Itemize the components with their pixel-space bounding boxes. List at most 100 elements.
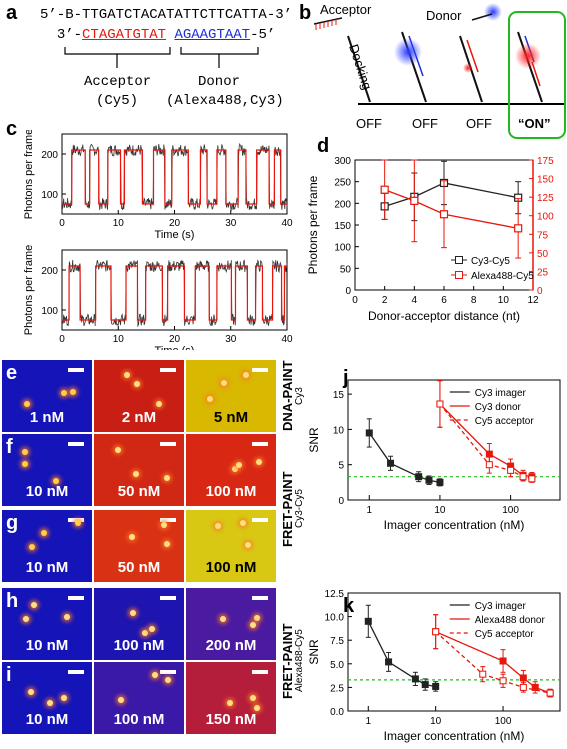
single-molecule-spot bbox=[256, 458, 263, 465]
concentration-label: 1 nM bbox=[29, 409, 65, 426]
panel-k-chart: 0.0 2.5 5.0 7.5 10.0 12.5 1 10 100 Imager concent… bbox=[307, 589, 561, 743]
panel-label-k: k bbox=[343, 595, 355, 617]
free-donor-dye bbox=[484, 3, 502, 21]
row-label-2: FRET-PAINT bbox=[280, 471, 295, 547]
y-tick-label: 5.0 bbox=[330, 660, 344, 671]
scale-bar bbox=[68, 368, 84, 372]
data-point bbox=[436, 400, 444, 408]
x-axis-label: Imager concentration (nM) bbox=[384, 518, 525, 532]
single-molecule-spot bbox=[245, 542, 252, 549]
single-molecule-spot bbox=[240, 520, 247, 527]
x-tick-label: 0 bbox=[59, 218, 65, 229]
y-tick-label: 0 bbox=[338, 496, 344, 507]
panel-label-d: d bbox=[317, 135, 330, 157]
x-tick-label: 0 bbox=[352, 295, 358, 306]
y-tick-label: 12.5 bbox=[325, 589, 345, 600]
legend-label: Alexa488-Cy5 bbox=[471, 271, 534, 282]
free-acceptor-strand bbox=[313, 17, 343, 30]
panel-d-chart: 0 2 4 6 8 10 120501001502002503000255075100125… bbox=[306, 156, 554, 323]
hmm-fit-trace-1 bbox=[62, 149, 287, 205]
x-tick-label: 20 bbox=[169, 334, 181, 345]
scale-bar bbox=[160, 670, 176, 674]
single-molecule-spot bbox=[22, 461, 29, 468]
x-tick-label: 20 bbox=[169, 218, 181, 229]
single-molecule-spot bbox=[117, 696, 124, 703]
single-molecule-spot bbox=[227, 699, 234, 706]
x-tick-label: 10 bbox=[498, 295, 510, 306]
plot-frame bbox=[347, 379, 561, 501]
row-label-3: FRET-PAINT bbox=[280, 623, 295, 699]
single-molecule-spot bbox=[31, 602, 38, 609]
single-molecule-spot bbox=[249, 694, 256, 701]
data-point bbox=[519, 683, 527, 691]
concentration-label: 10 nM bbox=[25, 483, 69, 500]
microscopy-image-e-2: 2 nM bbox=[94, 360, 184, 432]
scale-bar bbox=[160, 368, 176, 372]
single-molecule-spot bbox=[75, 520, 82, 527]
series-line-Alexa488-Cy5 bbox=[384, 189, 519, 229]
single-molecule-spot bbox=[124, 371, 131, 378]
legend-marker bbox=[455, 256, 463, 264]
bottom-prefix: 3’- bbox=[56, 27, 83, 43]
y-tick-label-left: 200 bbox=[334, 199, 351, 210]
y-axis-label: SNR bbox=[307, 427, 321, 453]
concentration-label: 10 nM bbox=[25, 559, 69, 576]
y-tick-label-left: 100 bbox=[334, 243, 351, 254]
state-label-on: “ON” bbox=[518, 116, 551, 131]
x-tick-label: 1 bbox=[366, 716, 372, 727]
series-line-Cy3-Cy5 bbox=[384, 182, 519, 207]
acceptor-label: Acceptor bbox=[84, 74, 152, 90]
y-axis-label: Photons per frame bbox=[306, 175, 320, 274]
legend-label: Cy3 imager bbox=[475, 601, 527, 612]
concentration-label: 2 nM bbox=[121, 409, 157, 426]
microscopy-image-h-2: 100 nM bbox=[94, 588, 184, 660]
microscopy-image-i-2: 100 nM bbox=[94, 662, 184, 734]
scale-bar bbox=[252, 596, 268, 600]
legend-label: Cy3-Cy5 bbox=[471, 256, 510, 267]
x-tick-label: 30 bbox=[225, 218, 237, 229]
legend-label: Alexa488 donor bbox=[475, 615, 546, 626]
panel-label-c: c bbox=[6, 118, 18, 140]
acceptor-dye: (Cy5) bbox=[96, 93, 139, 109]
scale-bar bbox=[68, 596, 84, 600]
on-state-box bbox=[508, 11, 566, 139]
scale-bar bbox=[68, 670, 84, 674]
state-label-3: OFF bbox=[466, 116, 492, 131]
y-tick-label: 200 bbox=[41, 150, 58, 161]
panel-label-b: b bbox=[299, 2, 312, 24]
data-point bbox=[364, 617, 372, 625]
x-tick-label: 30 bbox=[225, 334, 237, 345]
single-molecule-spot bbox=[253, 705, 260, 712]
microscopy-image-g-2: 50 nM bbox=[94, 510, 184, 582]
scale-bar bbox=[252, 442, 268, 446]
panel-label-g: g bbox=[6, 512, 19, 534]
microscopy-image-f-1: 10 nM bbox=[2, 434, 92, 506]
panel-label-a: a bbox=[6, 2, 18, 24]
image-grid: 1 nM 2 nM 5 nM e 10 nM 50 nM 100 nM f 10 nM 50 nM… bbox=[0, 360, 305, 749]
panel-label-h: h bbox=[6, 590, 19, 612]
x-tick-label: 0 bbox=[59, 334, 65, 345]
microscopy-image-h-3: 200 nM bbox=[186, 588, 276, 660]
y-tick-label: 15 bbox=[333, 390, 345, 401]
y-tick-label-left: 50 bbox=[340, 264, 352, 275]
legend-label: Cy5 acceptor bbox=[475, 629, 535, 640]
data-point bbox=[507, 466, 515, 474]
data-point bbox=[432, 682, 440, 690]
single-molecule-spot bbox=[70, 388, 77, 395]
panel-a-braces bbox=[64, 47, 259, 68]
x-tick-label: 4 bbox=[412, 295, 418, 306]
microscopy-image-i-1: 10 nM bbox=[2, 662, 92, 734]
single-molecule-spot bbox=[220, 380, 227, 387]
legend-label: Cy3 donor bbox=[475, 402, 522, 413]
y-tick-label: 10 bbox=[333, 425, 345, 436]
x-axis-label: Time (s) bbox=[155, 345, 195, 350]
x-tick-label: 12 bbox=[527, 295, 539, 306]
panel-label-f: f bbox=[6, 436, 13, 458]
microscopy-image-h-1: 10 nM bbox=[2, 588, 92, 660]
single-molecule-spot bbox=[231, 465, 238, 472]
microscopy-image-e-3: 5 nM bbox=[186, 360, 276, 432]
data-point bbox=[499, 677, 507, 685]
single-molecule-spot bbox=[40, 530, 47, 537]
concentration-label: 100 nM bbox=[205, 559, 257, 576]
fit-curve-Cy3 imager bbox=[367, 621, 436, 688]
